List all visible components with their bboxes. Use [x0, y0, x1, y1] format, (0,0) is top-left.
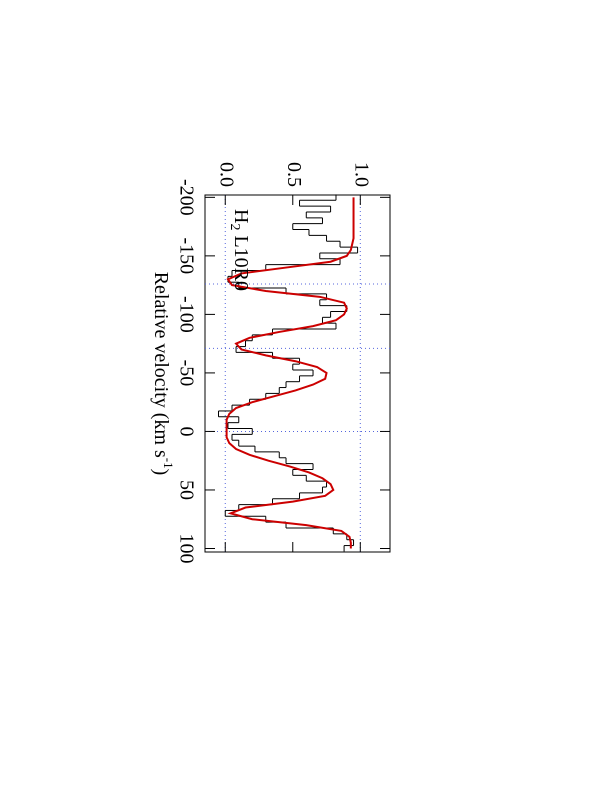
plot-area: -200 -150 -100 -50 0 50 100 0.0 0.5 1.0 H2 L10R0 Re…	[150, 162, 391, 563]
x-title-sup: -1	[161, 458, 176, 469]
x-tick-label: 50	[175, 480, 197, 500]
label-subscript: 2	[227, 223, 242, 230]
x-tick-label: -50	[175, 360, 197, 387]
frame	[204, 194, 391, 553]
y-tick-label: 0.0	[216, 162, 238, 187]
x-tick-label: 100	[175, 533, 197, 563]
y-tick-label: 0.5	[283, 162, 305, 187]
x-tick-label: -200	[175, 179, 197, 216]
x-tick-label: -150	[175, 238, 197, 275]
x-title-rest: )	[150, 469, 172, 476]
x-tick-label: 0	[175, 426, 197, 436]
x-axis-title: Relative velocity (km s-1)	[150, 272, 176, 476]
y-tick-label: 1.0	[351, 162, 373, 187]
model-line	[225, 197, 355, 549]
x-tick-label: -100	[175, 296, 197, 333]
label-rest: L10R0	[230, 230, 252, 291]
line-label: H2 L10R0	[227, 209, 253, 291]
label-main: H	[230, 209, 252, 223]
x-title-main: Relative velocity (km s	[150, 272, 172, 458]
